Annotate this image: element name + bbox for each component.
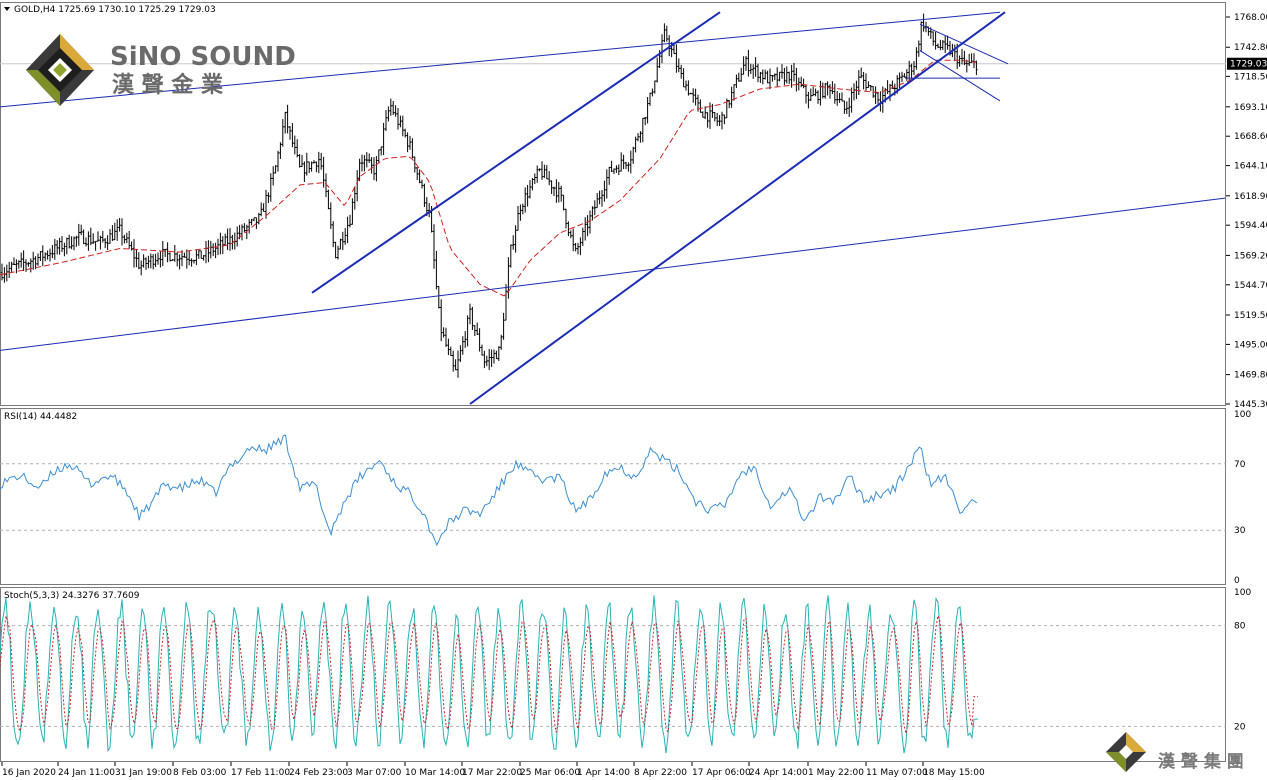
x-tick-label: 18 May 15:00 [923,768,985,778]
x-tick-label: 8 Apr 22:00 [634,768,687,778]
stoch-tick-label: 80 [1234,622,1246,632]
x-tick-label: 31 Jan 19:00 [115,768,172,778]
price-tick-label: 1569.20 [1234,251,1267,261]
rsi-tick-label: 30 [1234,526,1246,536]
x-tick-label: 1 Apr 14:00 [577,768,630,778]
x-tick-label: 25 Mar 06:00 [520,768,580,778]
price-bars [0,13,978,378]
price-tick-label: 1519.50 [1234,311,1267,321]
price-tick-label: 1594.40 [1234,221,1267,231]
trend-line[interactable] [919,23,1009,65]
stoch-tick-label: 20 [1234,722,1246,732]
trend-line[interactable] [0,197,1226,351]
stoch-tick-label: 100 [1234,588,1251,598]
price-tick-label: 1718.50 [1234,72,1267,82]
logo-brand-cn: 漢 聲 金 業 [112,72,224,98]
current-price-label: 1729.03 [1230,60,1267,70]
footer-logo-text: 漢 聲 集 團 [1158,751,1244,772]
x-tick-label: 10 Mar 14:00 [405,768,465,778]
price-tick-label: 1668.60 [1234,132,1267,142]
x-tick-label: 11 May 07:00 [866,768,928,778]
trend-lines [0,11,1226,405]
price-tick-label: 1693.10 [1234,103,1267,113]
stoch-tick-label: 0 [1234,756,1240,766]
trend-line[interactable] [919,50,1001,102]
price-tick-label: 1469.80 [1234,371,1267,381]
price-tick-label: 1445.30 [1234,400,1267,410]
x-tick-label: 24 Jan 11:00 [58,768,115,778]
rsi-tick-label: 0 [1234,576,1240,586]
stoch-main-line [0,595,978,754]
stoch-signal-line [0,615,978,734]
rsi-line [0,434,978,547]
footer-logo: 漢 聲 集 團 [1106,732,1244,772]
x-tick-label: 3 Mar 07:00 [347,768,402,778]
sino-sound-logo: SiNO SOUND 漢 聲 金 業 [26,34,296,106]
logo-brand-en: SiNO SOUND [110,42,296,72]
x-tick-label: 16 Jan 2020 [2,768,56,778]
trend-line[interactable] [469,11,1006,405]
x-tick-label: 17 Mar 22:00 [462,768,522,778]
x-tick-label: 17 Feb 11:00 [231,768,290,778]
price-tick-label: 1618.90 [1234,192,1267,202]
x-tick-label: 24 Apr 14:00 [749,768,808,778]
price-tick-label: 1644.10 [1234,162,1267,172]
stoch-pane[interactable]: Stoch(5,3,3) 24.3276 37.7609 [0,587,1226,762]
price-tick-label: 1742.80 [1234,43,1267,53]
current-price-badge [1227,57,1267,70]
price-tick-label: 1768.00 [1234,13,1267,23]
menu-triangle-icon[interactable] [4,7,10,11]
rsi-pane[interactable]: RSI(14) 44.4482 [0,408,1226,585]
moving-average-line [0,59,977,297]
trend-line[interactable] [0,11,1001,108]
stoch-title: Stoch(5,3,3) 24.3276 37.7609 [4,591,140,601]
x-tick-label: 1 May 22:00 [808,768,864,778]
price-tick-label: 1495.00 [1234,340,1267,350]
price-pane[interactable]: GOLD,H4 1725.69 1730.10 1725.29 1729.03 [0,2,1226,406]
symbol-header: GOLD,H4 1725.69 1730.10 1725.29 1729.03 [14,5,216,15]
rsi-title: RSI(14) 44.4482 [4,412,77,422]
rsi-tick-label: 100 [1234,410,1251,420]
price-tick-label: 1544.70 [1234,281,1267,291]
rsi-tick-label: 70 [1234,460,1246,470]
x-tick-label: 24 Feb 23:00 [289,768,348,778]
footer-diamond-icon [1106,732,1146,772]
trend-line[interactable] [311,11,721,294]
x-tick-label: 8 Feb 03:00 [173,768,227,778]
logo-diamond-icon [26,34,94,106]
x-tick-label: 17 Apr 06:00 [692,768,751,778]
